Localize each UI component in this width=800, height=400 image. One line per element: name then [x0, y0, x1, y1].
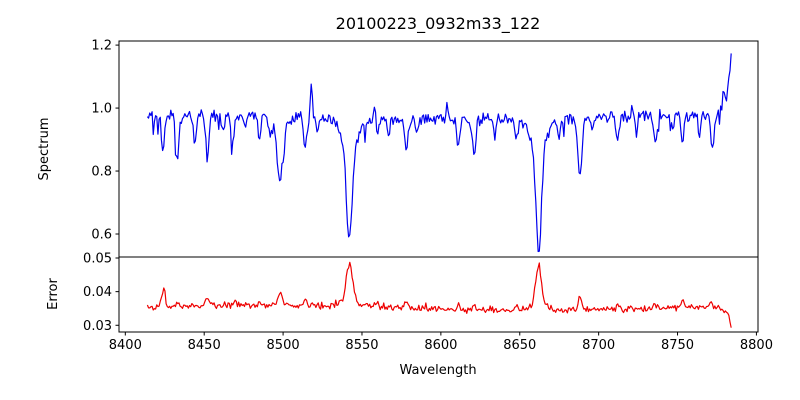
- error-x-tick-label: 8450: [188, 338, 221, 353]
- error-axes: 0.03 0.04 0.05 8400 8450 8500 8550 8600 8650 8700…: [83, 252, 773, 353]
- spectrum-y-tick-label: 1.0: [91, 102, 112, 117]
- error-border: [118, 256, 759, 333]
- x-axis-label: Wavelength: [399, 363, 476, 378]
- spectrum-border: [118, 40, 759, 258]
- error-x-tick-label: 8700: [582, 338, 615, 353]
- spectrum-y-tick-label: 0.8: [91, 165, 112, 180]
- error-x-tick-label: 8650: [503, 338, 536, 353]
- spectrum-y-tick-label: 1.2: [91, 39, 112, 54]
- error-x-tick-label: 8550: [345, 338, 378, 353]
- error-y-tick-label: 0.04: [83, 285, 112, 300]
- spectrum-y-tick-label: 0.6: [91, 228, 112, 243]
- error-x-tick-label: 8750: [661, 338, 694, 353]
- chart-title: 20100223_0932m33_122: [336, 14, 541, 34]
- error-y-axis-label: Error: [46, 278, 61, 310]
- error-x-tick-label: 8600: [424, 338, 457, 353]
- spectrum-axes: 0.6 0.8 1.0 1.2: [91, 39, 759, 258]
- error-line: [146, 261, 732, 328]
- error-x-tick-label: 8800: [740, 338, 773, 353]
- error-x-tick-label: 8400: [109, 338, 142, 353]
- error-y-tick-label: 0.03: [83, 319, 112, 334]
- spectrum-y-axis-label: Spectrum: [37, 118, 52, 181]
- error-y-tick-label: 0.05: [83, 252, 112, 267]
- error-x-tick-label: 8500: [267, 338, 300, 353]
- spectrum-line: [146, 53, 732, 253]
